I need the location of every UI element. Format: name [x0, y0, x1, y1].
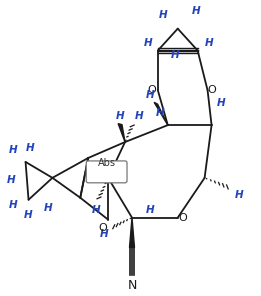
Text: H: H [170, 51, 179, 60]
Text: H: H [8, 200, 17, 210]
Text: H: H [235, 190, 244, 200]
FancyBboxPatch shape [86, 161, 127, 183]
Text: O: O [207, 85, 216, 95]
Text: H: H [205, 38, 214, 48]
Text: H: H [217, 98, 226, 108]
Text: H: H [8, 145, 17, 155]
Text: O: O [99, 223, 108, 233]
Text: H: H [44, 203, 53, 213]
Text: Abs: Abs [98, 158, 116, 168]
Text: H: H [144, 38, 152, 48]
Polygon shape [129, 218, 134, 247]
Text: H: H [24, 210, 33, 220]
Text: H: H [146, 90, 154, 100]
Text: H: H [6, 175, 15, 185]
Text: H: H [191, 6, 200, 16]
Text: H: H [158, 10, 167, 20]
Text: N: N [127, 279, 137, 292]
Text: H: H [116, 111, 124, 121]
Polygon shape [154, 102, 168, 125]
Text: O: O [147, 85, 156, 95]
Polygon shape [118, 124, 125, 142]
Text: H: H [26, 143, 35, 153]
Text: H: H [146, 205, 154, 215]
Text: H: H [135, 111, 143, 121]
Text: H: H [156, 108, 164, 118]
Text: H: H [92, 205, 100, 215]
Text: O: O [178, 213, 187, 223]
Text: H: H [100, 229, 109, 239]
